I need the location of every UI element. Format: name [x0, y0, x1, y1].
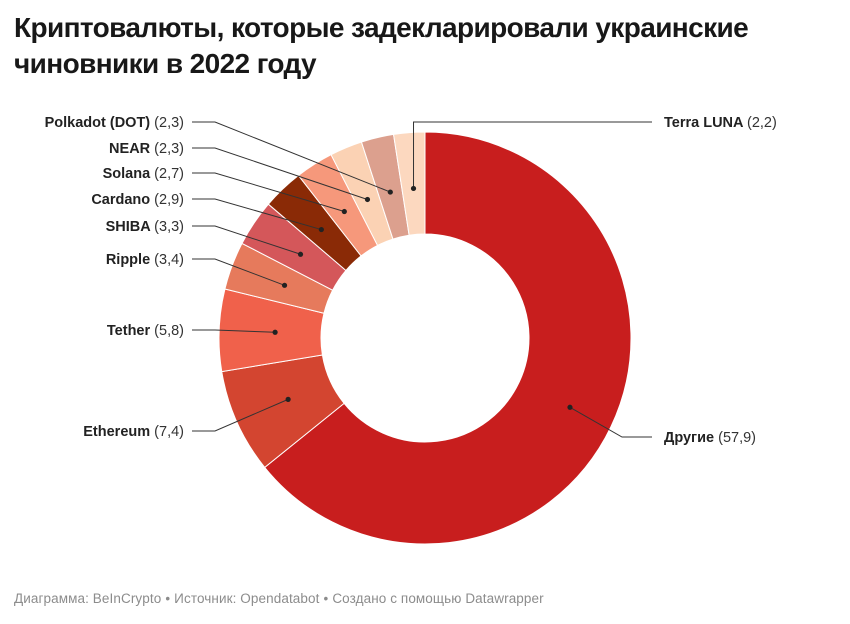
- leader-line-near: [192, 147, 368, 200]
- label-name: Solana: [103, 166, 155, 182]
- label-terra-luna: Terra LUNA (2,2): [664, 115, 777, 131]
- leader-line-ripple: [192, 258, 285, 286]
- leader-line-ethereum: [192, 398, 289, 432]
- label-другие: Другие (57,9): [664, 430, 756, 446]
- label-name: NEAR: [109, 141, 154, 157]
- label-polkadot-dot: Polkadot (DOT) (2,3): [45, 115, 184, 131]
- anchor-dot-terra-luna: [410, 185, 417, 192]
- chart-title: Криптовалюты, которые задекларировали ук…: [14, 12, 749, 79]
- donut-chart: Другие (57,9) Ethereum (7,4) Tether (5,8) R…: [45, 115, 777, 545]
- label-near: NEAR (2,3): [109, 141, 184, 157]
- label-cardano: Cardano (2,9): [91, 192, 184, 208]
- anchor-dot-другие: [567, 404, 573, 410]
- leader-line-tether: [192, 329, 276, 333]
- leader-line-shiba: [192, 225, 301, 255]
- label-ethereum: Ethereum (7,4): [83, 424, 184, 440]
- label-name: Polkadot (DOT): [45, 115, 155, 131]
- label-name: Другие: [664, 430, 718, 446]
- label-name: Ripple: [106, 252, 154, 268]
- leader-lines-layer: [192, 121, 652, 438]
- footer-separator: •: [165, 591, 171, 606]
- label-value: (57,9): [718, 430, 756, 446]
- label-value: (2,2): [747, 115, 777, 131]
- anchor-dot-polkadot-dot: [387, 189, 393, 195]
- label-shiba: SHIBA (3,3): [106, 219, 184, 235]
- label-tether: Tether (5,8): [107, 323, 184, 339]
- label-value: (7,4): [154, 424, 184, 440]
- slices-layer: [218, 131, 632, 545]
- label-ripple: Ripple (3,4): [106, 252, 184, 268]
- label-value: (2,7): [154, 166, 184, 182]
- leader-line-другие: [569, 406, 652, 438]
- label-value: (2,3): [154, 115, 184, 131]
- label-name: Tether: [107, 323, 154, 339]
- label-name: SHIBA: [106, 219, 155, 235]
- anchor-dot-ethereum: [285, 396, 291, 402]
- label-value: (2,3): [154, 141, 184, 157]
- label-value: (3,3): [154, 219, 184, 235]
- anchor-dot-solana: [341, 208, 347, 215]
- leader-line-polkadot-dot: [192, 121, 391, 193]
- footer-credit: Диаграмма: BeInCrypto: [14, 591, 162, 606]
- label-value: (3,4): [154, 252, 184, 268]
- leader-line-solana: [192, 172, 345, 213]
- footer-source: Источник: Opendatabot: [174, 591, 320, 606]
- label-name: Ethereum: [83, 424, 154, 440]
- label-name: Terra LUNA: [664, 115, 747, 131]
- label-solana: Solana (2,7): [103, 166, 184, 182]
- anchor-dot-ripple: [281, 282, 288, 288]
- anchor-dot-shiba: [297, 251, 304, 257]
- anchor-dot-near: [364, 196, 371, 203]
- footer-made-with: Создано с помощью Datawrapper: [332, 591, 544, 606]
- labels-layer: Другие (57,9) Ethereum (7,4) Tether (5,8) R…: [45, 115, 777, 446]
- slice-другие: [264, 131, 632, 545]
- label-value: (5,8): [154, 323, 184, 339]
- anchor-dot-tether: [272, 329, 278, 335]
- leader-line-cardano: [192, 198, 322, 231]
- slice-terra-luna: [392, 131, 426, 236]
- footer-separator: •: [323, 591, 329, 606]
- label-name: Cardano: [91, 192, 154, 208]
- anchor-dot-cardano: [318, 226, 324, 233]
- label-value: (2,9): [154, 192, 184, 208]
- footer: Диаграмма: BeInCrypto • Источник: Opendata…: [14, 591, 544, 606]
- leader-line-terra-luna: [413, 121, 652, 189]
